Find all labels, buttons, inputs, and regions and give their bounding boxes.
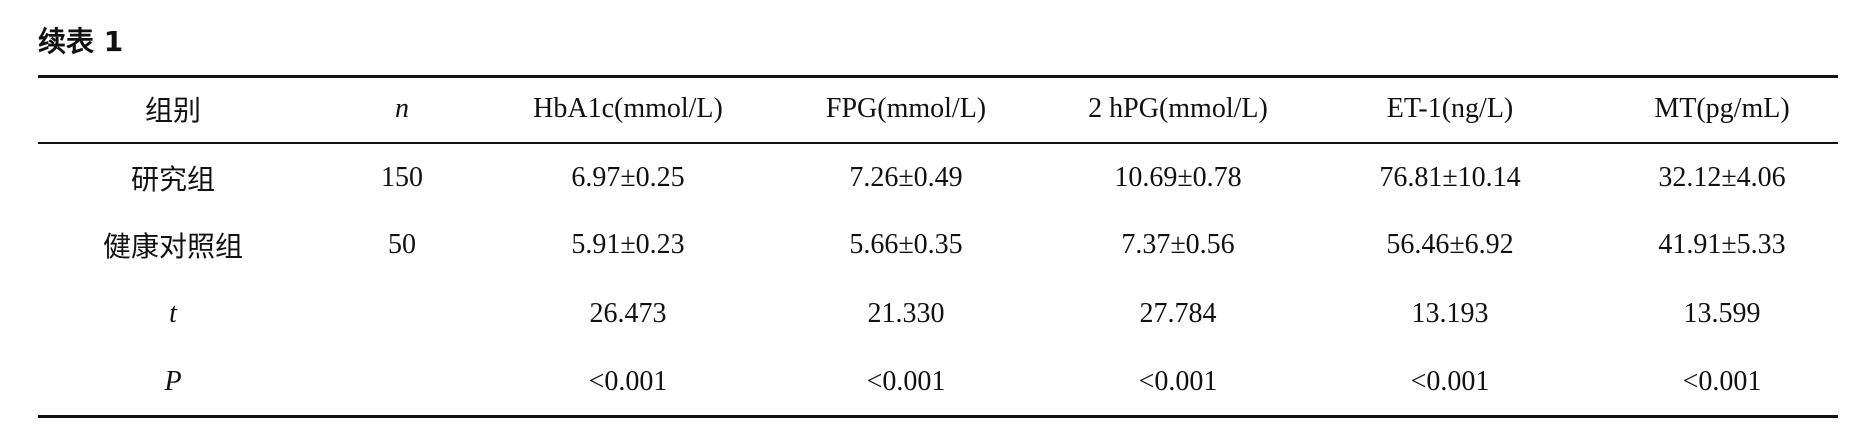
bottom-rule [38, 415, 1838, 418]
value-cell: <0.001 [588, 366, 668, 397]
value-cell: 5.91±0.23 [571, 229, 685, 260]
n-cell: 50 [388, 229, 416, 260]
value-cell: 5.66±0.35 [849, 229, 963, 260]
value-cell: 32.12±4.06 [1658, 162, 1786, 193]
value-cell: 56.46±6.92 [1386, 229, 1514, 260]
value-cell: 21.330 [867, 298, 945, 329]
value-cell: <0.001 [1682, 366, 1762, 397]
row-label: 研究组 [130, 165, 216, 196]
header-cell: MT(pg/mL) [1654, 93, 1790, 124]
value-cell: 76.81±10.14 [1379, 162, 1521, 193]
value-cell: 7.26±0.49 [849, 162, 963, 193]
header-cell: HbA1c(mmol/L) [533, 93, 723, 124]
row-label: 健康对照组 [102, 232, 244, 263]
header-rule [38, 142, 1838, 144]
table-title: 续表 1 [38, 25, 124, 58]
value-cell: <0.001 [866, 366, 946, 397]
header-cell: 组别 [144, 96, 202, 127]
header-cell: n [395, 93, 409, 124]
header-cell: ET-1(ng/L) [1386, 93, 1514, 124]
value-cell: 10.69±0.78 [1114, 162, 1242, 193]
row-label: t [169, 298, 177, 329]
value-cell: 27.784 [1139, 298, 1217, 329]
value-cell: 7.37±0.56 [1121, 229, 1235, 260]
value-cell: <0.001 [1138, 366, 1218, 397]
row-label: P [164, 366, 182, 397]
header-cell: FPG(mmol/L) [825, 93, 987, 124]
top-rule [38, 75, 1838, 78]
value-cell: 13.193 [1411, 298, 1489, 329]
value-cell: 13.599 [1683, 298, 1761, 329]
value-cell: 41.91±5.33 [1658, 229, 1786, 260]
value-cell: 26.473 [589, 298, 667, 329]
n-cell: 150 [381, 162, 423, 193]
value-cell: 6.97±0.25 [571, 162, 685, 193]
value-cell: <0.001 [1410, 366, 1490, 397]
header-cell: 2 hPG(mmol/L) [1088, 93, 1268, 124]
